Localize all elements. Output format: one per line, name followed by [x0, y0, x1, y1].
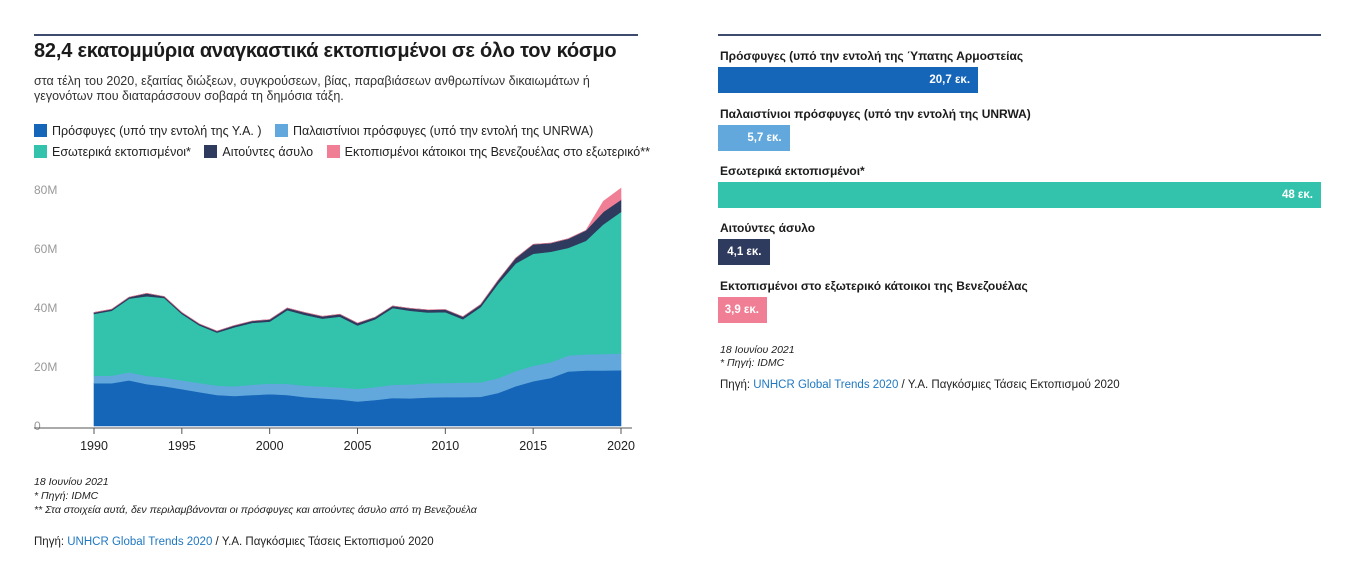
source-prefix: Πηγή: [34, 536, 68, 548]
bar-label-asylum-seekers: Αιτούντες άσυλο [720, 221, 816, 235]
top-rule [718, 34, 1321, 36]
legend-swatch [34, 124, 47, 137]
y-tick-label: 60M [34, 242, 57, 256]
source-suffix: / Υ.Α. Παγκόσμιες Τάσεις Εκτοπισμού 2020 [898, 379, 1120, 391]
bar-label-palestine-refugees: Παλαιστίνιοι πρόσφυγες (υπό την εντολή τ… [720, 107, 1031, 121]
y-tick-label: 80M [34, 183, 57, 197]
source-link[interactable]: UNHCR Global Trends 2020 [753, 379, 899, 391]
legend-item-asylum-seekers[interactable]: Αιτούντες άσυλο [204, 145, 313, 159]
note-date: 18 Ιουνίου 2021 [34, 476, 109, 488]
bar-venezuelans: 3,9 εκ. [718, 297, 767, 323]
bar-chart-panel: Πρόσφυγες (υπό την εντολή της Ύπατης Αρμ… [718, 0, 1322, 574]
legend-item-venezuelans[interactable]: Εκτοπισμένοι κάτοικοι της Βενεζουέλας στ… [326, 145, 650, 159]
y-tick-label: 0 [34, 419, 41, 433]
chart-title: 82,4 εκατομμύρια αναγκαστικά εκτοπισμένο… [34, 40, 617, 62]
legend-swatch [275, 124, 288, 137]
right-notes: 18 Ιουνίου 2021 * Πηγή: IDMC [720, 344, 795, 370]
legend-label: Εκτοπισμένοι κάτοικοι της Βενεζουέλας στ… [344, 145, 650, 159]
x-tick-label: 2020 [607, 439, 635, 453]
source-prefix: Πηγή: [720, 379, 754, 391]
legend-item-palestine-refugees[interactable]: Παλαιστίνιοι πρόσφυγες (υπό την εντολή τ… [275, 124, 593, 138]
legend-swatch [204, 145, 218, 158]
bar-idps: 48 εκ. [718, 182, 1321, 208]
legend-item-refugees[interactable]: Πρόσφυγες (υπό την εντολή της Υ.Α. ) [34, 124, 262, 138]
note-idmc: * Πηγή: IDMC [34, 490, 99, 502]
x-tick-label: 2000 [256, 439, 284, 453]
x-tick-label: 2010 [431, 439, 459, 453]
note-idmc: * Πηγή: IDMC [720, 357, 785, 369]
x-tick-label: 2015 [519, 439, 547, 453]
bar-label-venezuelans: Εκτοπισμένοι στο εξωτερικό κάτοικοι της … [720, 279, 1028, 293]
legend-label: Πρόσφυγες (υπό την εντολή της Υ.Α. ) [52, 124, 262, 138]
stacked-area-chart: 0 20M 40M 60M 80M 1990 1995 2000 2005 2010 2015 202… [34, 183, 635, 453]
bar-label-idps: Εσωτερικά εκτοπισμένοι* [720, 164, 865, 178]
x-tick-label: 2005 [344, 439, 372, 453]
top-rule [34, 34, 638, 36]
legend-swatch [326, 145, 340, 158]
legend-swatch [34, 145, 47, 158]
bar-label-refugees: Πρόσφυγες (υπό την εντολή της Ύπατης Αρμ… [720, 49, 1024, 63]
area-series-4 [93, 187, 622, 332]
bar-palestine-refugees: 5,7 εκ. [718, 125, 790, 151]
source-suffix: / Υ.Α. Παγκόσμιες Τάσεις Εκτοπισμού 2020 [212, 536, 434, 548]
area-series-2 [93, 211, 622, 390]
note-date: 18 Ιουνίου 2021 [720, 344, 795, 356]
source-line: Πηγή: UNHCR Global Trends 2020 / Υ.Α. Πα… [720, 379, 1120, 391]
note-venezuela: ** Στα στοιχεία αυτά, δεν περιλαμβάνοντα… [34, 504, 477, 516]
y-tick-label: 20M [34, 360, 57, 374]
legend-row-2: Εσωτερικά εκτοπισμένοι* Αιτούντες άσυλο … [34, 145, 660, 159]
bar-asylum-seekers: 4,1 εκ. [718, 239, 770, 265]
y-tick-label: 40M [34, 301, 57, 315]
x-tick-label: 1995 [168, 439, 196, 453]
legend-item-idps[interactable]: Εσωτερικά εκτοπισμένοι* [34, 145, 191, 159]
source-link[interactable]: UNHCR Global Trends 2020 [67, 536, 213, 548]
legend-label: Εσωτερικά εκτοπισμένοι* [52, 145, 191, 159]
legend-label: Αιτούντες άσυλο [222, 145, 314, 159]
bar-refugees: 20,7 εκ. [718, 67, 979, 93]
legend-row-1: Πρόσφυγες (υπό την εντολή της Υ.Α. ) Παλ… [34, 124, 603, 138]
x-tick-label: 1990 [80, 439, 108, 453]
area-chart-panel: 82,4 εκατομμύρια αναγκαστικά εκτοπισμένο… [34, 0, 650, 574]
source-line: Πηγή: UNHCR Global Trends 2020 / Υ.Α. Πα… [34, 536, 434, 548]
chart-subtitle: στα τέλη του 2020, εξαιτίας διώξεων, συγ… [34, 74, 590, 103]
legend-label: Παλαιστίνιοι πρόσφυγες (υπό την εντολή τ… [293, 124, 594, 138]
